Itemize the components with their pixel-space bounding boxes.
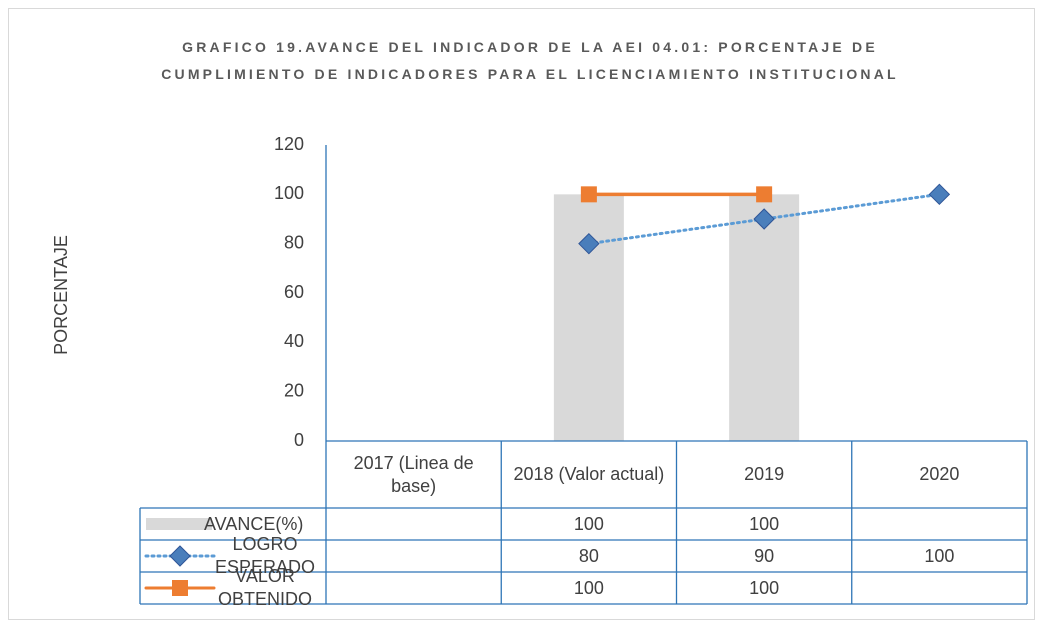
legend-label: AVANCE(%): [204, 513, 304, 534]
chart-border: [8, 8, 1035, 620]
y-tick-label: 0: [294, 430, 304, 450]
table-value: 100: [573, 577, 604, 598]
x-tick-label: 2020: [919, 464, 960, 484]
y-tick-label: 60: [284, 282, 304, 302]
table-value: 100: [573, 513, 604, 534]
table-value: 90: [754, 545, 775, 566]
bar: [553, 194, 624, 441]
y-tick-label: 20: [284, 380, 304, 400]
table-value: 80: [578, 545, 599, 566]
line-marker: [578, 232, 600, 255]
y-axis-label: PORCENTAJE: [51, 235, 71, 355]
line-marker: [753, 208, 775, 230]
bar: [729, 194, 800, 441]
y-tick-label: 120: [274, 134, 304, 154]
line-marker: [928, 183, 951, 206]
x-tick-label: 2019: [744, 464, 785, 484]
y-tick-label: 40: [284, 331, 304, 351]
line-marker: [756, 186, 773, 203]
chart-title: GRAFICO 19.AVANCE DEL INDICADOR DE LA AE…: [161, 39, 899, 82]
x-tick-label: 2017 (Linea de base): [353, 452, 474, 496]
line-marker: [580, 186, 597, 203]
table-value: 100: [749, 513, 780, 534]
table-value: 100: [749, 577, 780, 598]
x-tick-label: 2018 (Valor actual): [513, 464, 665, 484]
legend-swatch: [146, 518, 212, 530]
legend-label: VALOR OBTENIDO: [217, 566, 312, 609]
y-tick-label: 100: [274, 183, 304, 203]
table-value: 100: [924, 545, 955, 566]
y-tick-label: 80: [284, 232, 304, 252]
legend-marker: [169, 545, 191, 567]
legend-marker: [172, 580, 188, 596]
